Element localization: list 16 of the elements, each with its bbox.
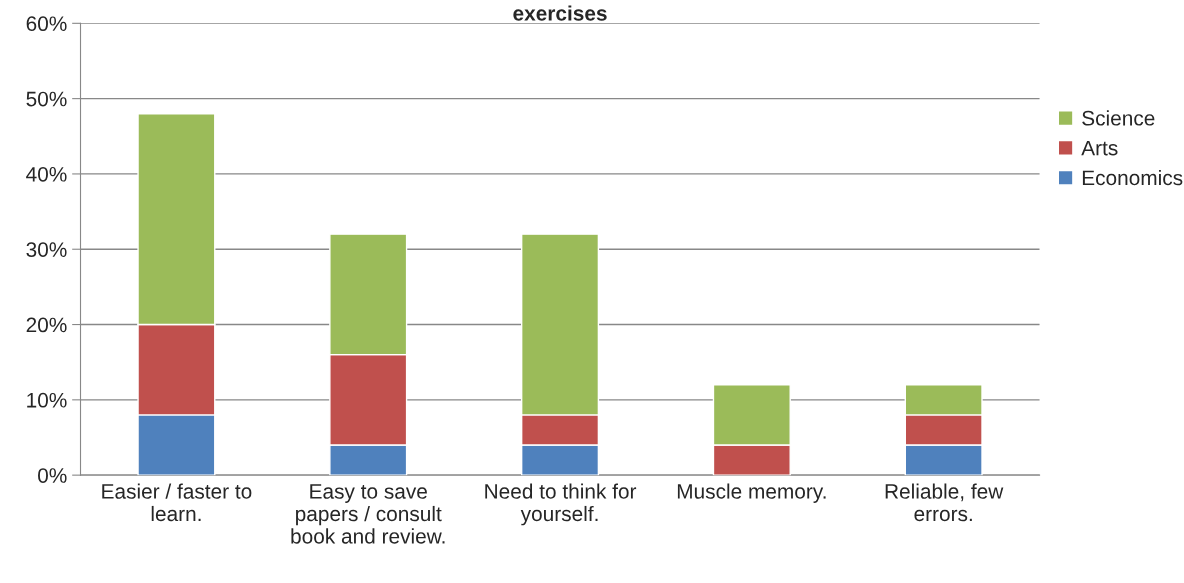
y-tick-label: 10%	[27, 392, 67, 408]
chart-title: exercises	[513, 5, 607, 21]
x-tick-label: Reliable, few errors.	[885, 483, 1004, 522]
x-tick-label: Need to think for yourself.	[485, 483, 637, 526]
x-tick-label: Easier / faster to learn.	[102, 483, 252, 522]
y-tick-label: 40%	[26, 166, 67, 182]
x-tick-label: Easy to save papers / consult book and review.	[291, 484, 445, 544]
y-tick-label: 20%	[26, 317, 67, 333]
y-tick-label: 50%	[26, 91, 67, 107]
y-tick-label: 60%	[26, 16, 67, 32]
legend-label: Science	[1082, 110, 1155, 126]
y-tick-label: 30%	[26, 242, 67, 257]
y-tick-label: 0%	[38, 468, 67, 483]
x-tick-label: Muscle memory.	[677, 483, 826, 503]
legend-label: Economics	[1082, 169, 1183, 186]
legend-label: Arts	[1081, 140, 1118, 156]
